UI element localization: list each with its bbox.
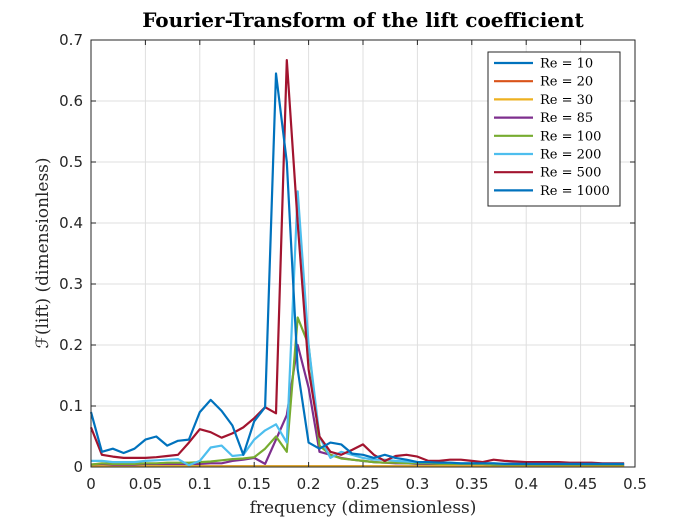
x-tick-label: 0.5 xyxy=(623,475,647,493)
y-tick-label: 0.7 xyxy=(59,31,83,49)
x-axis-label: frequency (dimensionless) xyxy=(250,498,477,518)
series-line-re-30 xyxy=(90,464,625,468)
series-line-re-500 xyxy=(89,58,625,465)
legend-label: Re = 1000 xyxy=(540,184,610,199)
y-tick-labels: 0 0.1 0.2 0.3 0.4 0.5 0.6 0.7 xyxy=(59,31,83,476)
x-tick-label: 0.45 xyxy=(564,475,597,493)
legend-box xyxy=(487,51,621,207)
x-tick-labels: 0 0.05 0.1 0.15 0.2 0.25 0.3 0.35 0.4 0.45 0.5 xyxy=(86,475,647,493)
y-axis-label: ℱ(lift) (dimensionless) xyxy=(33,157,53,348)
x-tick-label: 0.4 xyxy=(514,475,538,493)
legend-label: Re = 20 xyxy=(540,75,593,90)
chart-title: Fourier-Transform of the lift coefficien… xyxy=(142,8,584,32)
legend: Re = 10 Re = 20 Re = 30 Re = 85 Re = 100 Re =… xyxy=(487,51,621,207)
x-tick-label: 0.1 xyxy=(188,475,212,493)
series-layer xyxy=(89,58,625,468)
y-tick-label: 0 xyxy=(73,458,83,476)
y-tick-label: 0.6 xyxy=(59,92,83,110)
x-tick-label: 0.35 xyxy=(455,475,488,493)
x-tick-label: 0.2 xyxy=(297,475,321,493)
legend-label: Re = 200 xyxy=(540,148,601,163)
legend-label: Re = 30 xyxy=(540,93,593,108)
x-tick-label: 0.15 xyxy=(237,475,270,493)
legend-label: Re = 10 xyxy=(540,57,593,72)
legend-label: Re = 85 xyxy=(540,111,593,126)
legend-label: Re = 100 xyxy=(540,129,601,144)
x-tick-label: 0.05 xyxy=(129,475,162,493)
x-tick-label: 0.3 xyxy=(405,475,429,493)
legend-label: Re = 500 xyxy=(540,166,601,181)
series-line-re-1000 xyxy=(89,72,625,465)
ticks xyxy=(90,39,636,468)
y-tick-label: 0.2 xyxy=(59,336,83,354)
y-tick-label: 0.3 xyxy=(59,275,83,293)
x-tick-label: 0 xyxy=(86,475,96,493)
y-tick-label: 0.1 xyxy=(59,397,83,415)
y-tick-label: 0.4 xyxy=(59,214,83,232)
y-tick-label: 0.5 xyxy=(59,153,83,171)
x-tick-label: 0.25 xyxy=(346,475,379,493)
